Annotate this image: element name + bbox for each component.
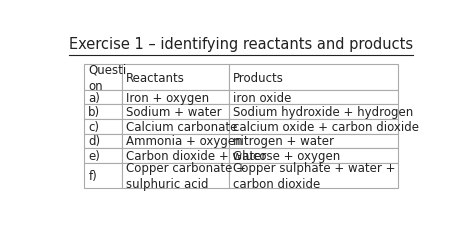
- Bar: [122, 149, 229, 163]
- Bar: [122, 105, 229, 119]
- Text: Iron + oxygen: Iron + oxygen: [126, 91, 209, 104]
- Text: a): a): [88, 91, 100, 104]
- Bar: [229, 90, 398, 105]
- Text: calcium oxide + carbon dioxide: calcium oxide + carbon dioxide: [233, 120, 418, 133]
- Bar: [84, 90, 122, 105]
- Bar: [122, 119, 229, 134]
- Bar: [122, 134, 229, 149]
- Text: Sodium hydroxide + hydrogen: Sodium hydroxide + hydrogen: [233, 106, 413, 119]
- Text: Reactants: Reactants: [126, 71, 185, 84]
- Bar: [122, 90, 229, 105]
- Text: iron oxide: iron oxide: [233, 91, 291, 104]
- Text: f): f): [88, 169, 97, 182]
- Bar: [229, 149, 398, 163]
- Text: nitrogen + water: nitrogen + water: [233, 135, 334, 148]
- Bar: [84, 105, 122, 119]
- Text: c): c): [88, 120, 99, 133]
- Text: Glucose + oxygen: Glucose + oxygen: [233, 149, 340, 162]
- Text: Copper sulphate + water +
carbon dioxide: Copper sulphate + water + carbon dioxide: [233, 161, 395, 190]
- Text: d): d): [88, 135, 100, 148]
- Text: Questi
on: Questi on: [88, 63, 126, 92]
- Text: Ammonia + oxygen: Ammonia + oxygen: [126, 135, 243, 148]
- Text: Products: Products: [233, 71, 284, 84]
- Text: e): e): [88, 149, 100, 162]
- Bar: [229, 134, 398, 149]
- Text: Sodium + water: Sodium + water: [126, 106, 221, 119]
- Text: b): b): [88, 106, 100, 119]
- Bar: [84, 149, 122, 163]
- Text: Copper carbonate +
sulphuric acid: Copper carbonate + sulphuric acid: [126, 161, 246, 190]
- Bar: [84, 134, 122, 149]
- Text: Carbon dioxide + water: Carbon dioxide + water: [126, 149, 266, 162]
- Text: Exercise 1 – identifying reactants and products: Exercise 1 – identifying reactants and p…: [69, 37, 413, 52]
- Bar: [84, 119, 122, 134]
- Bar: [229, 105, 398, 119]
- Bar: [229, 119, 398, 134]
- Text: Calcium carbonate: Calcium carbonate: [126, 120, 238, 133]
